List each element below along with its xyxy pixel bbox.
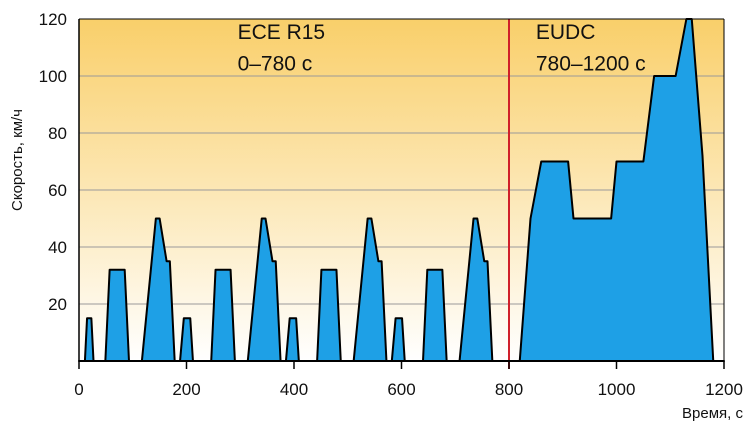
x-tick-label-0: 0 — [74, 380, 83, 399]
x-tick-labels: 0 200 400 600 800 1000 1200 — [74, 361, 743, 399]
y-tick-label-100: 100 — [39, 67, 67, 86]
y-axis-label: Скорость, км/ч — [9, 109, 26, 211]
x-tick-label-600: 600 — [387, 380, 415, 399]
y-tick-label-120: 120 — [39, 10, 67, 29]
y-tick-label-40: 40 — [48, 238, 67, 257]
x-tick-label-200: 200 — [172, 380, 200, 399]
x-tick-label-400: 400 — [280, 380, 308, 399]
y-tick-label-60: 60 — [48, 181, 67, 200]
y-tick-label-80: 80 — [48, 124, 67, 143]
x-tick-label-800: 800 — [495, 380, 523, 399]
x-axis-label: Время, с — [682, 405, 743, 422]
y-tick-labels: 20 40 60 80 100 120 — [39, 10, 67, 314]
speed-area — [78, 18, 725, 362]
x-tick-label-1000: 1000 — [598, 380, 636, 399]
y-tick-label-20: 20 — [48, 295, 67, 314]
annotation-1: 0–780 с — [238, 52, 313, 75]
annotations: ECE R15 0–780 с EUDC 780–1200 с — [238, 21, 646, 75]
annotation-2: EUDC — [536, 21, 596, 44]
x-tick-label-1200: 1200 — [705, 380, 743, 399]
speed-area-path — [78, 18, 725, 362]
annotation-3: 780–1200 с — [536, 52, 646, 75]
annotation-0: ECE R15 — [238, 21, 326, 44]
